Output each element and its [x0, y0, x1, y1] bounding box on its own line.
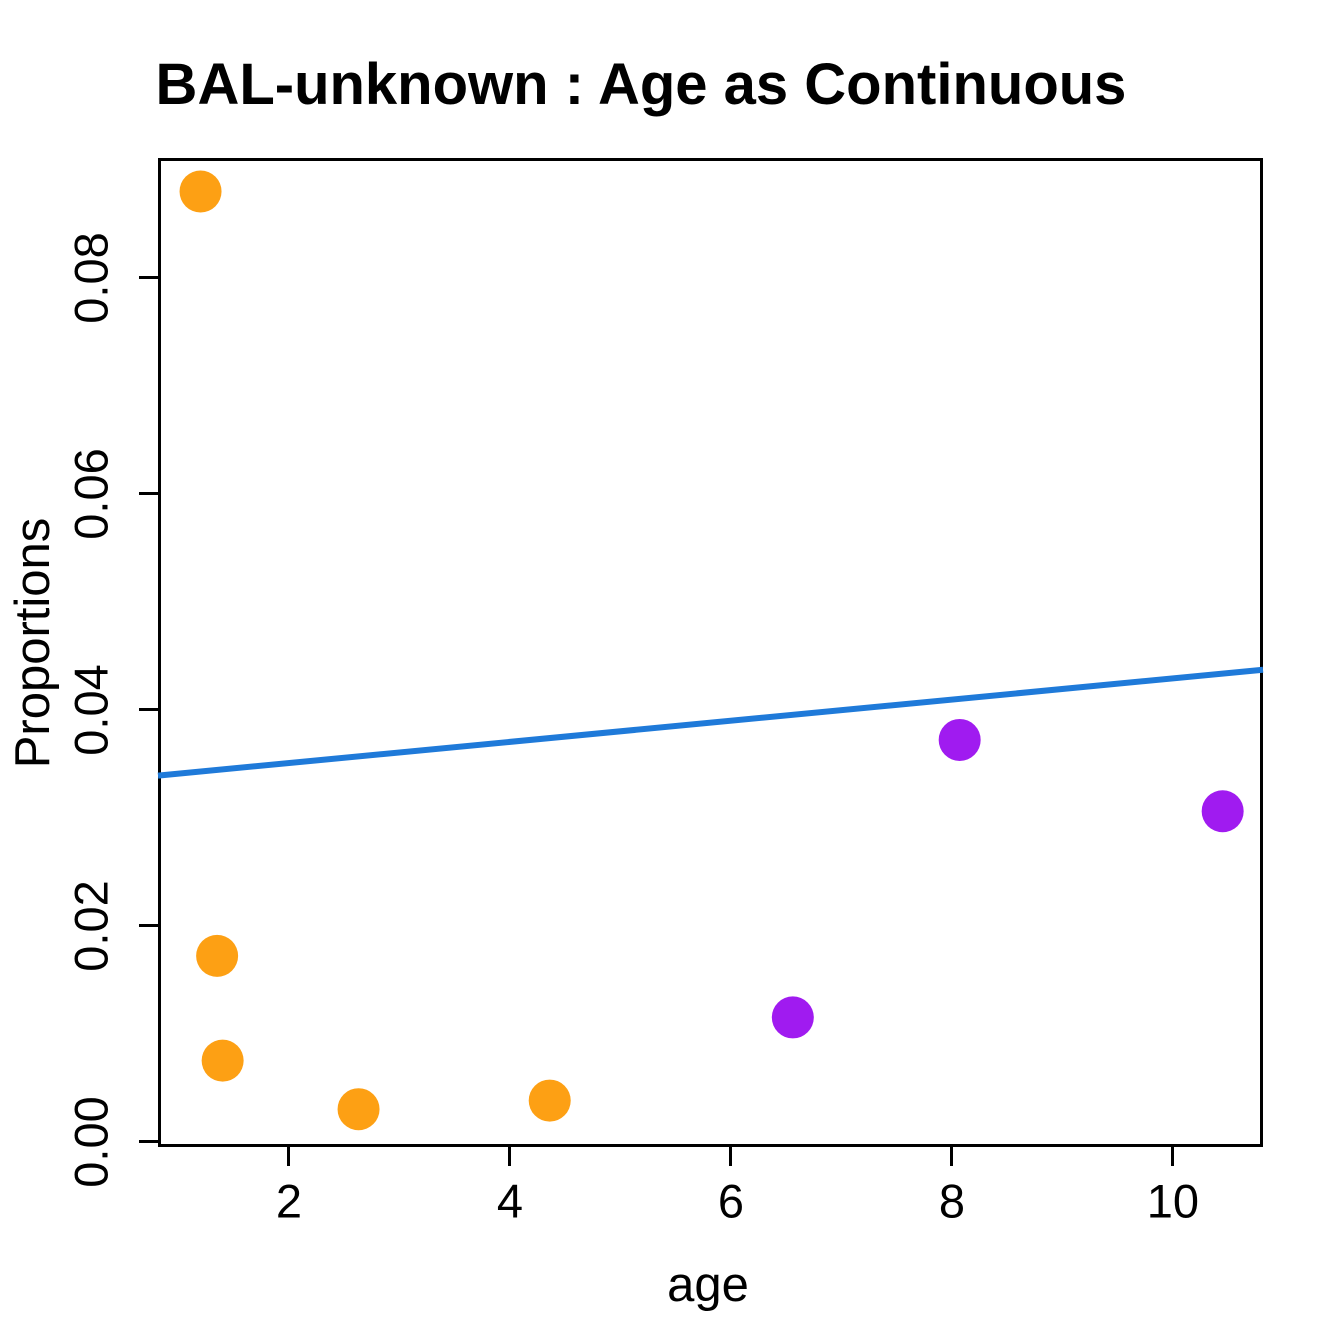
y-axis-label: Proportions [6, 517, 60, 769]
x-tick-mark [950, 1147, 954, 1166]
x-tick-label: 8 [938, 1174, 966, 1228]
data-point-orange-group [337, 1088, 380, 1131]
y-tick-mark [139, 1140, 158, 1144]
x-tick-mark [508, 1147, 512, 1166]
y-tick-label: 0.04 [64, 663, 118, 756]
plot-area [158, 158, 1263, 1147]
data-point-purple-group [771, 996, 814, 1039]
y-tick-mark [139, 276, 158, 280]
y-tick-mark [139, 924, 158, 928]
data-point-orange-group [528, 1079, 571, 1122]
y-tick-label: 0.08 [64, 232, 118, 324]
x-tick-label: 10 [1146, 1174, 1200, 1228]
data-point-purple-group [938, 718, 981, 761]
y-tick-mark [139, 492, 158, 496]
x-axis-label: age [667, 1258, 749, 1312]
x-tick-label: 6 [717, 1174, 745, 1228]
x-tick-label: 4 [496, 1174, 524, 1228]
y-tick-label: 0.02 [64, 879, 118, 972]
x-tick-label: 2 [275, 1174, 303, 1228]
x-tick-mark [729, 1147, 733, 1166]
x-tick-mark [287, 1147, 291, 1166]
y-tick-label: 0.06 [64, 448, 118, 540]
x-tick-mark [1171, 1147, 1175, 1166]
data-point-orange-group [196, 934, 239, 977]
y-tick-mark [139, 708, 158, 712]
data-point-orange-group [201, 1039, 244, 1082]
data-point-purple-group [1201, 790, 1244, 833]
y-tick-label: 0.00 [64, 1095, 118, 1188]
chart-title: BAL-unknown : Age as Continuous [155, 52, 1127, 117]
data-point-orange-group [179, 170, 222, 213]
regression-line [157, 666, 1264, 779]
